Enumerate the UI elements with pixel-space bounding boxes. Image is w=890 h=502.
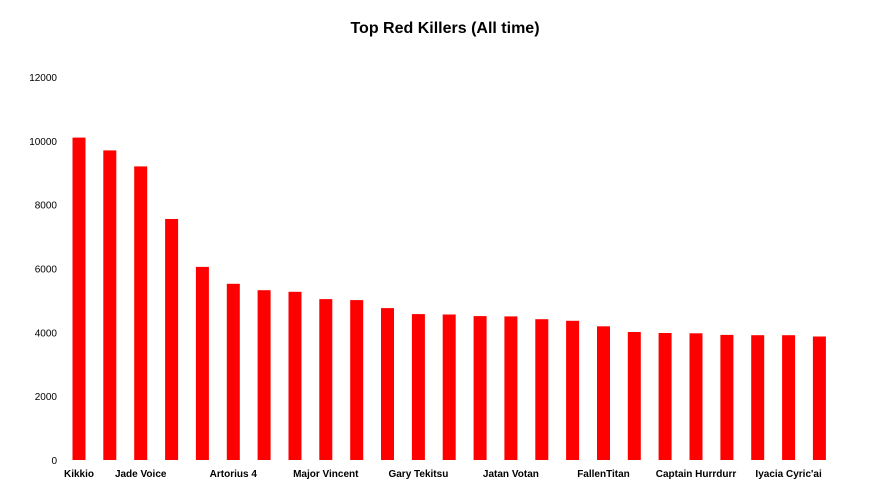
- x-tick-label: FallenTitan: [577, 469, 630, 480]
- bar: [535, 319, 549, 460]
- bar: [658, 333, 672, 460]
- x-tick-label: Kikkio: [64, 469, 94, 480]
- x-tick-label: Jatan Votan: [483, 469, 539, 480]
- bar: [134, 166, 148, 460]
- bar: [473, 316, 487, 460]
- x-tick-label: Gary Tekitsu: [388, 469, 448, 480]
- bar: [72, 137, 86, 460]
- bar: [350, 300, 364, 460]
- bar: [103, 150, 117, 460]
- bar: [627, 332, 641, 460]
- chart-title: Top Red Killers (All time): [350, 20, 539, 37]
- bar: [257, 290, 271, 460]
- bar: [812, 336, 826, 460]
- bar: [689, 333, 703, 460]
- y-tick-label: 2000: [35, 392, 58, 403]
- bar: [566, 320, 580, 460]
- x-tick-label: Iyacia Cyric'ai: [755, 469, 822, 480]
- y-tick-label: 8000: [35, 201, 58, 212]
- x-tick-label: Jade Voice: [115, 469, 167, 480]
- y-tick-label: 10000: [29, 137, 57, 148]
- bar: [751, 335, 765, 460]
- y-tick-label: 6000: [35, 265, 58, 276]
- y-axis: 0 2000 4000 6000 8000 10000 12000: [29, 73, 57, 467]
- bar: [782, 335, 796, 460]
- y-tick-label: 12000: [29, 73, 57, 84]
- bar: [165, 219, 179, 460]
- x-tick-label: Major Vincent: [293, 469, 359, 480]
- y-tick-label: 4000: [35, 328, 58, 339]
- y-tick-label: 0: [51, 456, 57, 467]
- bar: [288, 291, 302, 460]
- bar: [504, 316, 518, 460]
- bar: [720, 334, 734, 460]
- x-axis-labels: Kikkio Jade Voice Artorius 4 Major Vincent G…: [64, 469, 822, 480]
- bar: [381, 308, 394, 460]
- bar: [597, 326, 610, 460]
- x-tick-label: Artorius 4: [210, 469, 258, 480]
- bar: [195, 266, 209, 460]
- bar: [319, 299, 333, 460]
- bar: [411, 314, 425, 460]
- bar: [226, 283, 240, 460]
- x-tick-label: Captain Hurrdurr: [656, 469, 737, 480]
- bar: [442, 314, 456, 460]
- bars: [72, 137, 826, 460]
